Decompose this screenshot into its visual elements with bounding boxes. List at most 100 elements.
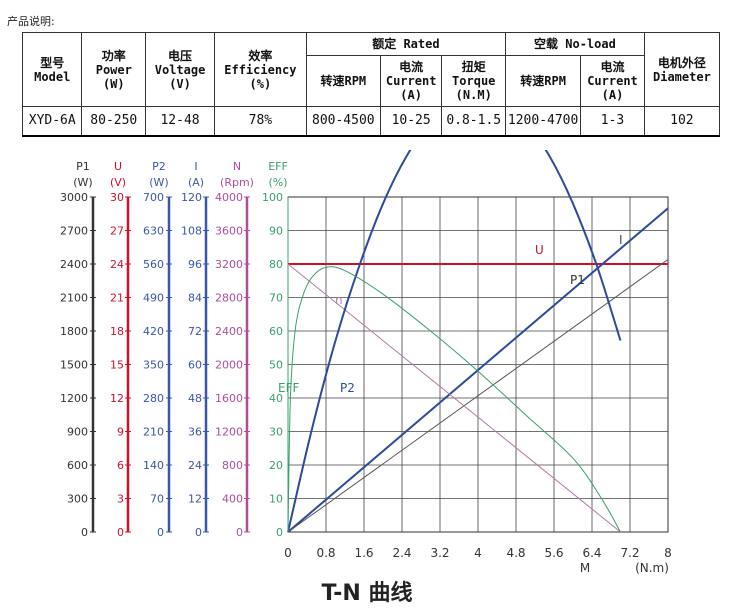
y-axis-unit-eff: (%): [268, 176, 287, 189]
y-tick-label: 72: [188, 325, 202, 338]
y-tick-label: 24: [110, 258, 124, 271]
y-tick-label: 1800: [60, 325, 88, 338]
y-tick-label: 0: [81, 526, 88, 539]
y-tick-label: 6: [117, 459, 124, 472]
y-tick-label: 30: [110, 191, 124, 204]
y-tick-label: 210: [143, 426, 164, 439]
tn-chart: 0 0.8 1.6 2.4 3.2 4 4.8 5.6 6.4 7.2 8 M (N.m) P1 (W) 0 3…: [0, 93, 730, 611]
header-noload-speed: 转速RPM: [505, 55, 582, 107]
spec-table-container: 型号 Model 功率 Power (W) 电压 Voltage (V) 效率 …: [21, 32, 721, 137]
y-tick-label: 600: [67, 459, 88, 472]
x-tick-label: 1.6: [354, 546, 373, 560]
y-tick-label: 0: [236, 526, 243, 539]
y-tick-label: 21: [110, 292, 124, 305]
header-power: 功率 Power (W): [81, 32, 147, 107]
y-tick-label: 2400: [60, 258, 88, 271]
header-rated-torque: 扭矩 Torque (N.M): [441, 55, 507, 107]
y-tick-label: 4000: [215, 191, 243, 204]
y-axis-name-i: I: [194, 160, 197, 173]
series-line-n: [287, 263, 621, 533]
y-tick-label: 630: [143, 225, 164, 238]
y-axis-unit-i: (A): [188, 176, 204, 189]
y-tick-label: 350: [143, 359, 164, 372]
series-label-p2: P2: [340, 381, 355, 395]
y-tick-label: 60: [188, 359, 202, 372]
y-tick-label: 100: [262, 191, 283, 204]
table-row: XYD-6A 80-250 12-48 78% 800-4500 10-25 0…: [21, 106, 721, 137]
x-tick-label: 2.4: [392, 546, 411, 560]
header-voltage: 电压 Voltage (V): [145, 32, 215, 107]
y-tick-label: 3000: [60, 191, 88, 204]
series-line-p1: [287, 259, 669, 533]
y-axis-name-p1: P1: [76, 160, 90, 173]
y-tick-label: 1500: [60, 359, 88, 372]
y-tick-label: 900: [67, 426, 88, 439]
x-axis-label: M: [580, 561, 590, 575]
y-tick-label: 48: [188, 392, 202, 405]
y-tick-label: 12: [188, 493, 202, 506]
y-tick-label: 0: [276, 526, 283, 539]
x-tick-label: 0.8: [316, 546, 335, 560]
header-voltage-text: 电压 Voltage (V): [154, 48, 206, 91]
header-rated-speed: 转速RPM: [305, 55, 381, 107]
y-axis-name-u: U: [114, 160, 122, 173]
y-tick-label: 490: [143, 292, 164, 305]
header-rated-current-text: 电流 Current (A): [385, 60, 437, 102]
x-tick-label: 3.2: [430, 546, 449, 560]
cell-model: XYD-6A: [21, 106, 83, 137]
series-label-eff: EFF: [278, 381, 299, 395]
spec-table: 型号 Model 功率 Power (W) 电压 Voltage (V) 效率 …: [21, 32, 721, 137]
y-tick-label: 36: [188, 426, 202, 439]
header-rated-current: 电流 Current (A): [379, 55, 443, 107]
y-axis-unit-p2: (W): [149, 176, 168, 189]
cell-efficiency: 78%: [213, 106, 307, 137]
y-tick-label: 420: [143, 325, 164, 338]
y-tick-label: 50: [269, 359, 283, 372]
y-tick-label: 9: [117, 426, 124, 439]
y-tick-label: 0: [157, 526, 164, 539]
y-axis-name-eff: EFF: [268, 160, 288, 173]
product-description-label: 产品说明:: [7, 15, 55, 28]
y-axis-unit-p1: (W): [73, 176, 92, 189]
header-power-text: 功率 Power (W): [95, 48, 132, 91]
y-tick-label: 15: [110, 359, 124, 372]
y-tick-label: 40: [269, 392, 283, 405]
series-label-p1: P1: [570, 273, 585, 287]
header-noload-current-text: 电流 Current (A): [587, 60, 638, 102]
y-tick-label: 1600: [215, 392, 243, 405]
y-tick-label: 24: [188, 459, 202, 472]
x-tick-label: 6.4: [582, 546, 601, 560]
y-tick-label: 70: [150, 493, 164, 506]
chart-title: T-N 曲线: [322, 580, 413, 606]
y-tick-label: 120: [181, 191, 202, 204]
series-line-eff: [287, 266, 621, 533]
y-tick-label: 18: [110, 325, 124, 338]
cell-power: 80-250: [81, 106, 147, 137]
header-rated-torque-text: 扭矩 Torque (N.M): [452, 60, 496, 102]
y-tick-label: 280: [143, 392, 164, 405]
y-tick-label: 2800: [215, 292, 243, 305]
y-axis-name-p2: P2: [152, 160, 166, 173]
y-tick-label: 3: [117, 493, 124, 506]
series-label-i: I: [619, 233, 623, 247]
header-model-text: 型号 Model: [34, 55, 71, 84]
y-tick-label: 70: [269, 292, 283, 305]
series-label-u: U: [535, 243, 544, 257]
header-diameter-text: 电机外径 Diameter: [653, 55, 711, 84]
y-axis-unit-u: (V): [110, 176, 126, 189]
cell-voltage: 12-48: [145, 106, 215, 137]
x-tick-label: 8: [664, 546, 672, 560]
y-tick-label: 2100: [60, 292, 88, 305]
y-tick-label: 560: [143, 258, 164, 271]
header-diameter: 电机外径 Diameter: [643, 32, 721, 107]
y-tick-label: 90: [269, 225, 283, 238]
header-noload-current: 电流 Current (A): [580, 55, 645, 107]
cell-rated-speed: 800-4500: [305, 106, 381, 137]
y-tick-label: 2000: [215, 359, 243, 372]
cell-noload-current: 1-3: [580, 106, 645, 137]
header-noload-group: 空载 No-load: [505, 32, 645, 56]
y-tick-label: 140: [143, 459, 164, 472]
y-tick-label: 84: [188, 292, 202, 305]
x-tick-label: 5.6: [544, 546, 563, 560]
cell-diameter: 102: [643, 106, 721, 137]
